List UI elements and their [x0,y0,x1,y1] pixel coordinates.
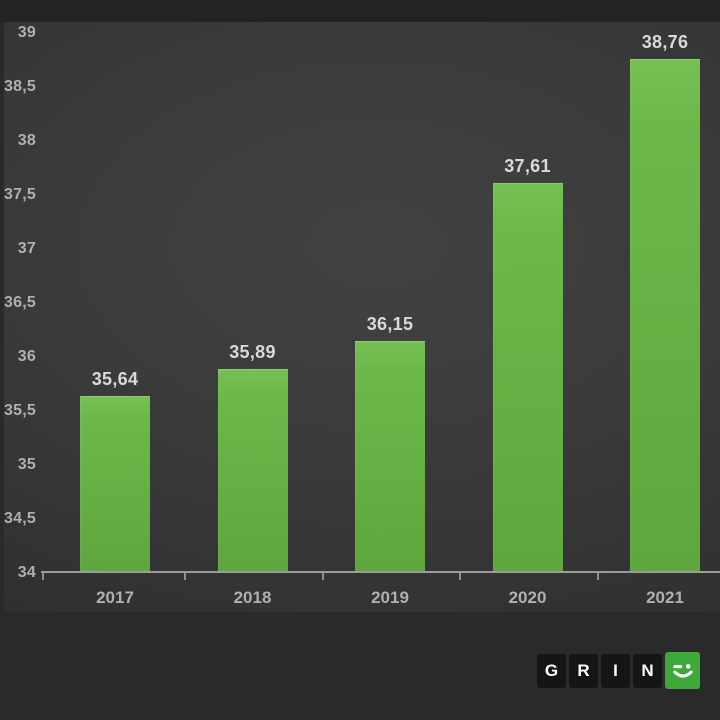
y-axis-tick-label: 36,5 [4,294,36,311]
bar-value-label: 35,89 [229,341,276,362]
y-axis-tick-label: 35 [17,456,36,473]
y-axis-tick-label: 38,5 [4,78,36,95]
bar-value-label: 36,15 [366,313,414,334]
x-axis-tick-mark [321,573,324,580]
bar-2017 [80,395,150,571]
x-axis-tick-mark [42,573,44,580]
y-axis-tick-label: 36 [17,348,36,365]
winking-smiley-icon [665,652,700,689]
x-axis-tick-mark [184,573,186,580]
x-axis-line [41,571,720,573]
x-axis-tick-label: 2020 [508,588,547,607]
bar-2020 [492,183,563,571]
logo-letter-tile: N [633,653,662,688]
logo-letter-tile: G [537,653,566,688]
logo-letter-tile: R [569,653,598,688]
x-axis-tick-label: 2019 [371,588,409,607]
y-axis-tick-label: 34,5 [4,510,36,527]
x-axis-tick-mark [596,573,599,580]
y-axis-tick-label: 37,5 [4,186,36,203]
y-axis-tick-label: 38 [17,132,36,149]
grin-logo: G R I N [537,652,700,689]
y-axis-tick-label: 35,5 [4,402,36,419]
x-axis-tick-mark [459,573,461,580]
top-margin [0,0,720,22]
bar-value-label: 38,76 [641,31,689,52]
x-axis-tick-label: 2017 [96,588,134,607]
bar-2019 [355,340,425,571]
y-axis-tick-label: 39 [17,24,36,41]
logo-letter-tile: I [601,653,630,688]
bar-value-label: 37,61 [504,156,551,177]
x-axis-tick-label: 2018 [233,588,272,607]
x-axis-tick-label: 2021 [646,588,684,607]
y-axis-tick-label: 34 [17,564,36,581]
bar-2018 [217,368,288,571]
bar-2021 [630,58,700,571]
bar-value-label: 35,64 [91,368,139,389]
y-axis-tick-label: 37 [17,240,36,257]
